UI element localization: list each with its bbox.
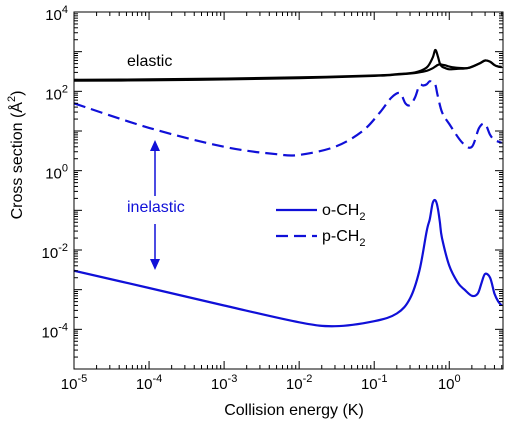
legend-label-o-ch2: o-CH2	[322, 202, 365, 223]
x-tick-label: 10-1	[361, 373, 387, 393]
x-tick-label: 10-2	[286, 373, 312, 393]
elastic-annotation: elastic	[127, 53, 172, 70]
legend: o-CH2 p-CH2	[276, 202, 365, 249]
x-tick-label: 10-3	[211, 373, 237, 393]
y-tick-label: 10-4	[42, 321, 68, 341]
legend-label-p-ch2: p-CH2	[322, 228, 365, 249]
y-axis-label-close: )	[9, 91, 26, 96]
series-line-inelastic-0	[74, 198, 503, 328]
y-axis-label-base: Cross section (Å	[7, 102, 26, 220]
x-axis-label: Collision energy (K)	[224, 402, 364, 419]
y-tick-label: 102	[45, 83, 68, 103]
y-axis-label-sup: 2	[6, 96, 18, 102]
x-tick-label: 100	[438, 373, 461, 393]
y-tick-label: 10-2	[42, 242, 68, 262]
x-tick-label: 10-5	[61, 373, 87, 393]
series-layer	[74, 48, 503, 328]
series-line-inelastic-1	[74, 80, 503, 157]
y-tick-label: 104	[45, 4, 68, 24]
y-tick-label: 100	[45, 163, 68, 183]
x-tick-label: 10-4	[136, 373, 162, 393]
inelastic-annotation: inelastic	[127, 199, 185, 216]
y-axis-label: Cross section (Å2)	[6, 91, 26, 220]
plot-frame	[73, 11, 504, 370]
series-line-elastic-3	[74, 59, 502, 82]
inelastic-double-arrow	[150, 140, 160, 270]
tick-layer: 10-5 10-4 10-3 10-2 10-1 100 10-4 10-2 100 102 104	[42, 4, 503, 393]
